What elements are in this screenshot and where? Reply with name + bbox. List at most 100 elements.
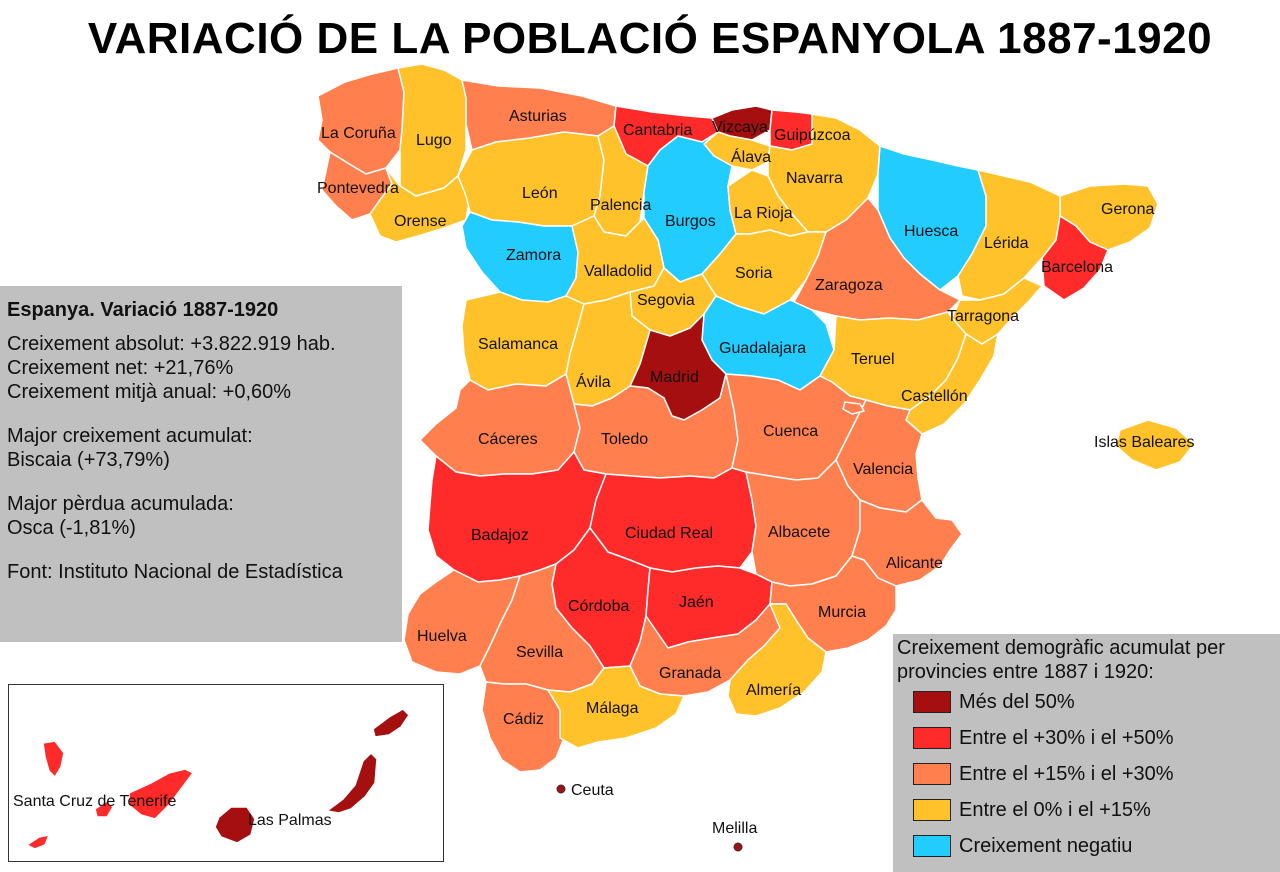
province-castellon <box>905 333 999 435</box>
province-malaga <box>547 665 685 749</box>
province-huelva <box>403 569 521 675</box>
label-lerida: Lérida <box>984 235 1029 252</box>
stats-source: Font: Instituto Nacional de Estadística <box>7 561 343 583</box>
province-baleares <box>1115 419 1195 471</box>
island-gran-canaria <box>214 806 256 844</box>
label-burgos: Burgos <box>665 213 716 230</box>
label-albacete: Albacete <box>768 524 830 541</box>
label-la-coruna: La Coruña <box>321 125 396 142</box>
label-zaragoza: Zaragoza <box>815 277 883 294</box>
stats-min-label: Major pèrdua acumulada: <box>7 493 234 515</box>
legend-swatch <box>913 691 951 713</box>
stats-max-value: Biscaia (+73,79%) <box>7 449 170 471</box>
label-valencia: Valencia <box>853 461 913 478</box>
legend-label: Més del 50% <box>959 690 1075 713</box>
label-sevilla: Sevilla <box>516 644 563 661</box>
island-el-hierro <box>26 834 50 850</box>
ceuta-marker <box>556 784 566 794</box>
label-navarra: Navarra <box>786 170 843 187</box>
label-las-palmas: Las Palmas <box>248 812 332 829</box>
label-vizcaya: Vizcaya <box>712 119 768 136</box>
province-caceres <box>419 373 581 477</box>
island-la-palma <box>42 740 65 778</box>
stats-heading: Espanya. Variació 1887-1920 <box>7 299 279 321</box>
label-jaen: Jaén <box>679 594 714 611</box>
label-caceres: Cáceres <box>478 431 538 448</box>
label-cordoba: Córdoba <box>568 598 629 615</box>
island-tenerife <box>128 768 194 820</box>
label-barcelona: Barcelona <box>1041 259 1113 276</box>
legend-title-line2: provincies entre 1887 i 1920: <box>897 661 1154 683</box>
province-lugo <box>397 63 467 197</box>
label-segovia: Segovia <box>637 292 695 309</box>
label-orense: Orense <box>394 213 447 230</box>
label-baleares: Islas Baleares <box>1094 434 1195 451</box>
valencia-enclave <box>842 401 865 415</box>
legend-label: Creixement negatiu <box>959 834 1133 857</box>
label-huesca: Huesca <box>904 223 958 240</box>
label-badajoz: Badajoz <box>471 527 529 544</box>
label-asturias: Asturias <box>509 108 567 125</box>
legend-item: Entre el +30% i el +50% <box>913 720 1280 756</box>
stats-panel: Espanya. Variació 1887-1920 Creixement a… <box>0 286 402 642</box>
label-tarragona: Tarragona <box>947 308 1019 325</box>
island-lanzarote <box>372 708 410 738</box>
province-orense <box>369 167 471 243</box>
label-murcia: Murcia <box>818 604 866 621</box>
ceuta-label: Ceuta <box>571 782 614 799</box>
legend-swatch <box>913 763 951 785</box>
label-granada: Granada <box>659 665 721 682</box>
legend-title-line1: Creixement demogràfic acumulat per <box>897 637 1225 659</box>
label-santa-cruz-de-tenerife: Santa Cruz de Tenerife <box>13 793 176 810</box>
melilla-label: Melilla <box>712 820 757 837</box>
island-la-gomera <box>94 800 114 818</box>
stats-max-label: Major creixement acumulat: <box>7 425 253 447</box>
legend-swatch <box>913 835 951 857</box>
province-almeria <box>727 603 827 717</box>
map-title: VARIACIÓ DE LA POBLACIÓ ESPANYOLA 1887-1… <box>87 14 1213 63</box>
label-alava: Álava <box>731 147 771 166</box>
canary-islands-inset: Santa Cruz de Tenerife Las Palmas <box>8 684 444 862</box>
legend-label: Entre el 0% i el +15% <box>959 798 1151 821</box>
label-lugo: Lugo <box>416 132 452 149</box>
label-ciudad-real: Ciudad Real <box>625 525 713 542</box>
label-cuenca: Cuenca <box>763 423 818 440</box>
label-salamanca: Salamanca <box>478 336 558 353</box>
label-madrid: Madrid <box>650 369 699 386</box>
legend-panel: Creixement demogràfic acumulat per provi… <box>893 634 1280 872</box>
legend-item: Creixement negatiu <box>913 828 1280 864</box>
label-huelva: Huelva <box>417 628 467 645</box>
label-palencia: Palencia <box>590 197 651 214</box>
label-gerona: Gerona <box>1101 201 1154 218</box>
label-avila: Ávila <box>576 372 611 391</box>
label-soria: Soria <box>735 265 772 282</box>
stats-absolute-growth: Creixement absolut: +3.822.919 hab. <box>7 333 336 355</box>
province-la-coruna <box>317 67 405 175</box>
label-teruel: Teruel <box>851 351 895 368</box>
stats-annual-growth: Creixement mitjà anual: +0,60% <box>7 381 292 403</box>
stats-min-value: Osca (-1,81%) <box>7 517 136 539</box>
label-almeria: Almería <box>746 682 801 699</box>
label-toledo: Toledo <box>601 431 648 448</box>
label-guipuzcoa: Guipúzcoa <box>774 127 851 144</box>
label-alicante: Alicante <box>886 555 943 572</box>
label-la-rioja: La Rioja <box>734 205 793 222</box>
label-cantabria: Cantabria <box>623 122 692 139</box>
province-barcelona <box>1041 215 1109 301</box>
canary-islands-map: Santa Cruz de Tenerife Las Palmas <box>13 708 410 850</box>
label-malaga: Málaga <box>586 700 639 717</box>
legend-item: Més del 50% <box>913 684 1280 720</box>
legend-label: Entre el +30% i el +50% <box>959 726 1174 749</box>
legend-label: Entre el +15% i el +30% <box>959 762 1174 785</box>
legend-item: Entre el +15% i el +30% <box>913 756 1280 792</box>
label-castellon: Castellón <box>901 388 968 405</box>
label-zamora: Zamora <box>506 247 561 264</box>
legend-swatch <box>913 799 951 821</box>
melilla-marker <box>733 842 743 852</box>
label-valladolid: Valladolid <box>584 263 652 280</box>
stats-net-growth: Creixement net: +21,76% <box>7 357 234 379</box>
label-leon: León <box>522 185 558 202</box>
island-fuerteventura <box>326 752 378 814</box>
label-cadiz: Cádiz <box>503 711 544 728</box>
